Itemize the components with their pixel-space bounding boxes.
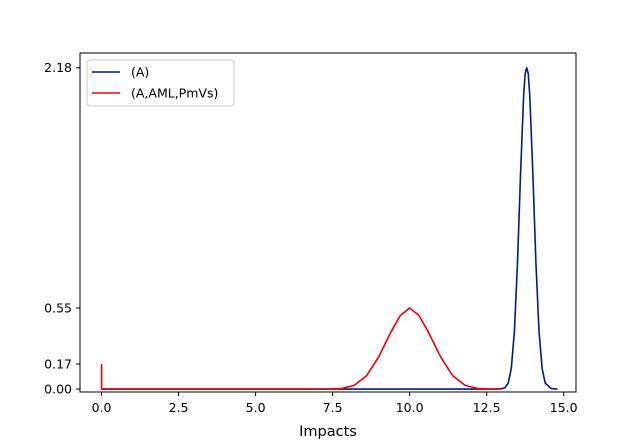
legend-label-0: (A) xyxy=(131,65,149,80)
plot-background xyxy=(80,53,576,392)
series-layer xyxy=(100,66,558,390)
legend: (A) (A,AML,PmVs) xyxy=(86,59,235,107)
x-tick-label: 7.5 xyxy=(323,400,343,415)
legend-label-1: (A,AML,PmVs) xyxy=(131,86,218,101)
x-tick-label: 10.0 xyxy=(396,400,424,415)
x-tick-label: 12.5 xyxy=(473,400,501,415)
y-tick-label: 0.55 xyxy=(44,300,72,315)
y-axis: 0.00 0.17 0.55 2.18 xyxy=(44,60,80,397)
series-line-0 xyxy=(101,66,558,390)
legend-box xyxy=(86,59,235,107)
x-tick-label: 5.0 xyxy=(246,400,266,415)
x-tick-label: 0.0 xyxy=(92,400,112,415)
x-axis: 0.0 2.5 5.0 7.5 10.0 12.5 15.0 xyxy=(92,392,578,415)
x-tick-label: 15.0 xyxy=(550,400,578,415)
plot-frame xyxy=(79,52,577,393)
x-axis-label: Impacts xyxy=(299,424,357,440)
y-tick-label: 2.18 xyxy=(44,60,72,75)
series-line-1 xyxy=(100,307,503,390)
y-tick-label: 0.00 xyxy=(44,382,72,397)
y-tick-label: 0.17 xyxy=(44,356,72,371)
x-tick-label: 2.5 xyxy=(169,400,189,415)
